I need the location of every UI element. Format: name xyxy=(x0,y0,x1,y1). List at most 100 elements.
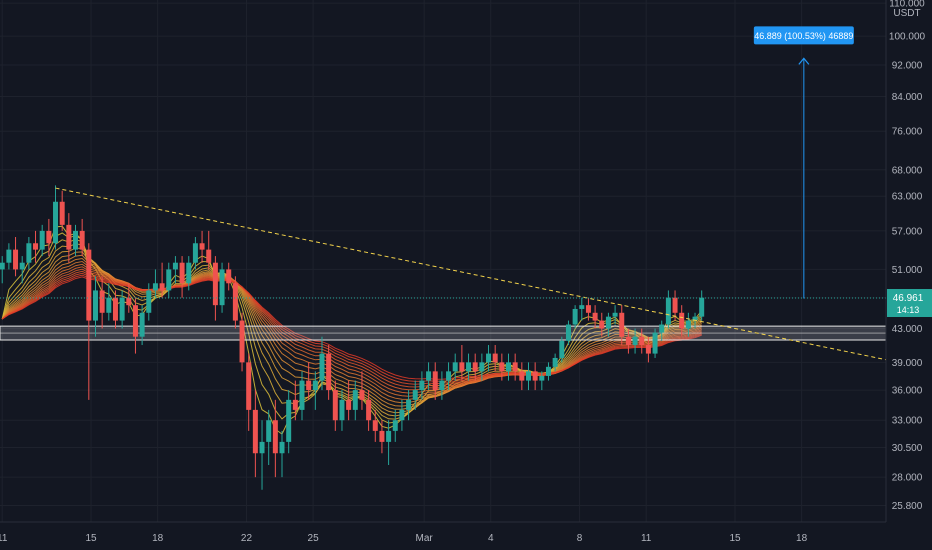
candle-body[interactable] xyxy=(432,371,438,391)
candle-body[interactable] xyxy=(152,283,158,291)
candle-body[interactable] xyxy=(446,371,452,381)
candle-body[interactable] xyxy=(532,371,538,381)
candle-body[interactable] xyxy=(352,390,358,410)
candle-body[interactable] xyxy=(132,305,138,337)
candle-body[interactable] xyxy=(399,409,405,421)
candle-body[interactable] xyxy=(33,243,39,250)
candle-body[interactable] xyxy=(479,362,485,372)
candle-body[interactable] xyxy=(106,297,112,313)
candle-body[interactable] xyxy=(565,324,571,341)
candle-body[interactable] xyxy=(486,353,492,363)
candle-body[interactable] xyxy=(166,269,172,291)
candle-body[interactable] xyxy=(592,312,598,321)
candle-body[interactable] xyxy=(246,362,252,410)
candle-body[interactable] xyxy=(119,297,125,321)
candle-body[interactable] xyxy=(585,305,591,313)
candle-body[interactable] xyxy=(525,371,531,381)
candle-body[interactable] xyxy=(512,362,518,372)
candle-body[interactable] xyxy=(426,371,432,381)
candle-body[interactable] xyxy=(386,430,392,442)
candle-body[interactable] xyxy=(319,353,325,381)
candle-body[interactable] xyxy=(72,230,78,250)
candle-body[interactable] xyxy=(639,336,645,346)
candle-body[interactable] xyxy=(19,262,25,270)
candle-body[interactable] xyxy=(539,375,545,381)
candle-body[interactable] xyxy=(379,430,385,442)
candle-body[interactable] xyxy=(612,312,618,317)
candle-body[interactable] xyxy=(679,312,685,329)
candle-body[interactable] xyxy=(599,320,605,329)
candle-body[interactable] xyxy=(625,336,631,346)
candle-body[interactable] xyxy=(692,316,698,321)
candle-body[interactable] xyxy=(172,262,178,270)
candle-body[interactable] xyxy=(419,380,425,391)
candle-body[interactable] xyxy=(579,305,585,309)
candle-body[interactable] xyxy=(326,353,332,391)
candle-body[interactable] xyxy=(572,308,578,325)
candle-body[interactable] xyxy=(46,230,52,244)
candle-body[interactable] xyxy=(306,380,312,391)
candle-body[interactable] xyxy=(346,399,352,410)
candle-body[interactable] xyxy=(472,362,478,372)
candle-body[interactable] xyxy=(199,243,205,250)
candle-body[interactable] xyxy=(452,362,458,372)
candle-body[interactable] xyxy=(685,320,691,329)
candle-body[interactable] xyxy=(339,399,345,421)
candle-body[interactable] xyxy=(86,249,92,321)
candle-body[interactable] xyxy=(292,399,298,410)
candle-body[interactable] xyxy=(39,230,45,250)
candle-body[interactable] xyxy=(126,297,132,306)
candle-body[interactable] xyxy=(232,283,238,321)
candle-body[interactable] xyxy=(206,249,212,263)
candle-body[interactable] xyxy=(279,441,285,454)
candle-body[interactable] xyxy=(252,409,258,454)
candle-body[interactable] xyxy=(59,201,65,225)
candle-body[interactable] xyxy=(552,357,558,367)
candle-body[interactable] xyxy=(439,380,445,391)
candle-body[interactable] xyxy=(159,283,165,291)
candle-body[interactable] xyxy=(212,262,218,306)
candle-body[interactable] xyxy=(332,390,338,421)
candle-body[interactable] xyxy=(519,371,525,381)
candle-body[interactable] xyxy=(466,362,472,372)
candle-body[interactable] xyxy=(239,320,245,363)
candle-body[interactable] xyxy=(26,243,32,263)
candle-body[interactable] xyxy=(299,380,305,410)
candle-body[interactable] xyxy=(459,362,465,372)
candle-body[interactable] xyxy=(79,230,85,250)
candle-body[interactable] xyxy=(13,249,19,270)
candle-body[interactable] xyxy=(366,399,372,421)
trendline[interactable] xyxy=(55,187,887,361)
candle-body[interactable] xyxy=(632,336,638,346)
measure-label-box[interactable] xyxy=(753,26,854,45)
candle-body[interactable] xyxy=(699,297,705,317)
candle-body[interactable] xyxy=(112,297,118,321)
candle-body[interactable] xyxy=(139,312,145,337)
candle-body[interactable] xyxy=(406,399,412,410)
candle-body[interactable] xyxy=(53,201,59,244)
candle-body[interactable] xyxy=(179,262,185,284)
candle-body[interactable] xyxy=(605,316,611,329)
candle-body[interactable] xyxy=(652,332,658,354)
candle-body[interactable] xyxy=(99,290,105,313)
candle-body[interactable] xyxy=(272,420,278,454)
candle-body[interactable] xyxy=(619,312,625,337)
candle-body[interactable] xyxy=(412,390,418,400)
candle-body[interactable] xyxy=(392,420,398,431)
candle-body[interactable] xyxy=(359,390,365,400)
candle-body[interactable] xyxy=(545,366,551,376)
candle-body[interactable] xyxy=(286,399,292,442)
candle-body[interactable] xyxy=(92,290,98,321)
candle-body[interactable] xyxy=(259,441,265,454)
candle-body[interactable] xyxy=(186,262,192,284)
candle-body[interactable] xyxy=(192,243,198,263)
candle-body[interactable] xyxy=(219,269,225,306)
candle-body[interactable] xyxy=(672,297,678,313)
candle-body[interactable] xyxy=(226,269,232,284)
candle-body[interactable] xyxy=(499,362,505,372)
candle-body[interactable] xyxy=(492,353,498,363)
candle-body[interactable] xyxy=(312,380,318,391)
candle-body[interactable] xyxy=(659,324,665,333)
